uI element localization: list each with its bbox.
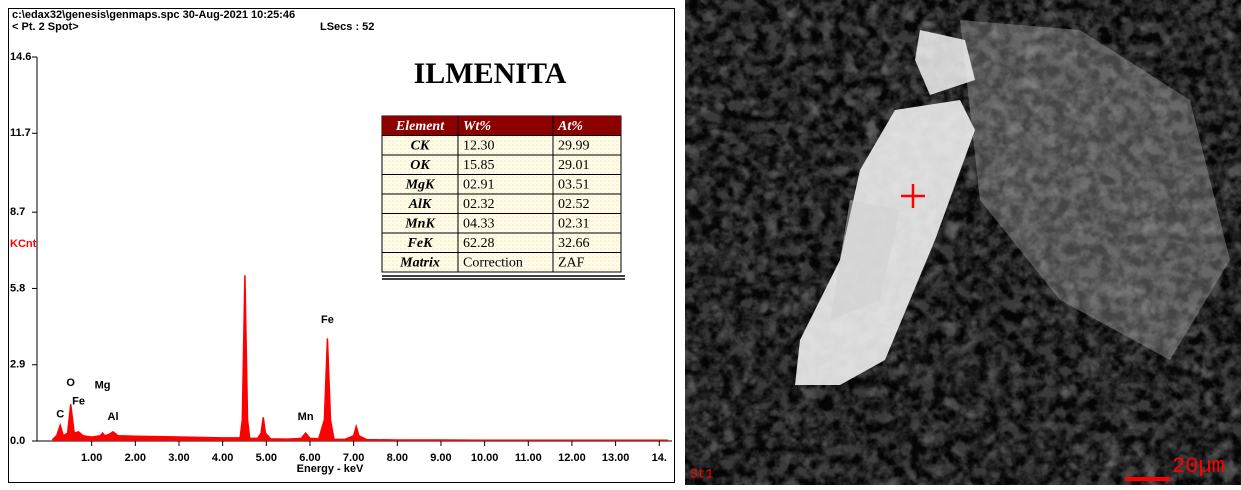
lsecs-info: LSecs : 52 xyxy=(320,21,374,33)
table-cell: AlK xyxy=(408,197,433,212)
table-cell: 29.01 xyxy=(558,158,590,173)
table-cell: MnK xyxy=(404,216,436,231)
peak-label: O xyxy=(66,377,75,389)
spectrum-line xyxy=(51,275,668,441)
x-tick-label: 14. xyxy=(652,452,667,464)
x-tick-label: 3.00 xyxy=(168,452,189,464)
file-info: c:\edax32\genesis\genmaps.spc 30-Aug-202… xyxy=(12,9,295,21)
x-tick-label: 13.00 xyxy=(602,452,630,464)
table-cell: Matrix xyxy=(399,255,440,270)
spot-info: < Pt. 2 Spot> xyxy=(12,21,79,33)
table-cell: 04.33 xyxy=(463,216,495,231)
x-axis-label: Energy - keV xyxy=(297,463,364,475)
table-cell: FeK xyxy=(407,236,435,251)
table-cell: ZAF xyxy=(558,255,585,270)
x-tick-label: 11.00 xyxy=(515,452,542,464)
axes: 0.0 2.9 5.8 8.7 11.7 14.6 1.00 2.00 3.00 4.00 5.00… xyxy=(10,51,672,464)
table-cell: 02.91 xyxy=(463,177,495,192)
x-tick-label: 2.00 xyxy=(125,452,146,464)
y-axis-label: KCnt xyxy=(10,238,37,250)
table-cell: MgK xyxy=(405,177,436,192)
x-tick-label: 9.00 xyxy=(430,452,451,464)
table-cell: 03.51 xyxy=(558,177,590,192)
peak-label: C xyxy=(56,409,64,421)
peak-label: Fe xyxy=(321,314,334,326)
table-header-cell: At% xyxy=(557,119,583,134)
peak-label: Mn xyxy=(298,411,314,423)
scale-bar-label: 20µm xyxy=(1172,454,1225,479)
table-cell: 32.66 xyxy=(558,236,590,251)
y-tick-label: 0.0 xyxy=(10,435,25,447)
image-label: St1 xyxy=(690,466,714,481)
table-cell: 02.52 xyxy=(558,197,590,212)
x-tick-label: 12.00 xyxy=(558,452,586,464)
y-tick-label: 14.6 xyxy=(10,51,31,63)
x-tick-label: 5.00 xyxy=(256,452,277,464)
table-header-cell: Wt% xyxy=(463,119,491,134)
results-table: Element Wt% At% CK 12.30 29.99 OK 15.85 29.01 MgK… xyxy=(381,115,625,280)
table-cell: OK xyxy=(410,158,431,173)
table-header-cell: Element xyxy=(395,119,445,134)
x-tick-label: 4.00 xyxy=(212,452,233,464)
table-cell: 02.31 xyxy=(558,216,590,231)
table-cell: 29.99 xyxy=(558,138,590,153)
table-cell: CK xyxy=(411,138,431,153)
sem-image xyxy=(685,0,1241,485)
table-cell: 15.85 xyxy=(463,158,495,173)
y-tick-label: 5.8 xyxy=(10,282,25,294)
peak-label: Fe xyxy=(72,395,85,407)
x-tick-label: 7.00 xyxy=(343,452,364,464)
y-tick-label: 2.9 xyxy=(10,359,25,371)
y-tick-label: 8.7 xyxy=(10,206,25,218)
chart-title: ILMENITA xyxy=(414,57,567,90)
table-cell: Correction xyxy=(463,255,523,270)
peak-label: Mg xyxy=(95,380,111,392)
peak-label: Al xyxy=(108,411,119,423)
table-cell: 62.28 xyxy=(463,236,495,251)
x-tick-label: 6.00 xyxy=(299,452,320,464)
table-header-bg xyxy=(382,116,621,136)
x-tick-label: 8.00 xyxy=(387,452,408,464)
table-cell: 02.32 xyxy=(463,197,495,212)
x-tick-label: 10.00 xyxy=(471,452,499,464)
table-cell: 12.30 xyxy=(463,138,495,153)
y-tick-label: 11.7 xyxy=(10,127,31,139)
x-tick-label: 1.00 xyxy=(81,452,102,464)
